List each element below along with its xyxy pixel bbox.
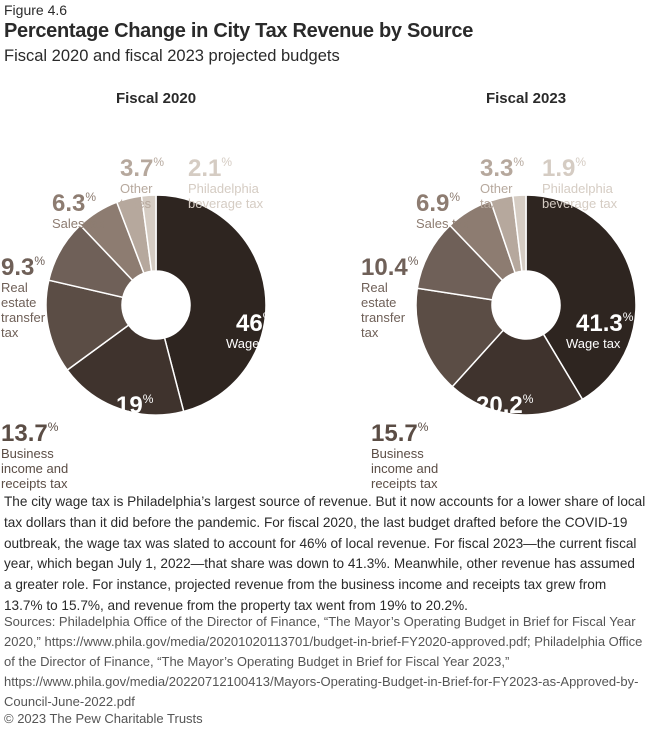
slice-label: 3.7% Other taxes — [120, 150, 170, 211]
sources: Sources: Philadelphia Office of the Dire… — [4, 614, 643, 709]
slice — [155, 194, 267, 413]
category-label: Sales tax — [52, 216, 106, 231]
body-text: The city wage tax is Philadelphia’s larg… — [4, 494, 646, 613]
slice-label: 15.7% Business income and receipts tax — [371, 415, 461, 491]
value-label: 46% — [236, 310, 274, 337]
category-label: Other taxes — [120, 181, 153, 211]
category-label: Wage tax — [226, 336, 281, 351]
slice — [512, 194, 527, 273]
category-label: Real estate transfer tax — [361, 280, 406, 340]
value-label: 10.4% — [361, 254, 419, 281]
value-label: 1.9% — [542, 155, 587, 182]
title: Percentage Change in City Tax Revenue by… — [4, 20, 474, 42]
slice-label: 1.9% Philadelphia beverage tax — [542, 150, 650, 211]
category-label: Real estate tax — [458, 418, 545, 433]
value-label: 13.7% — [1, 420, 59, 447]
value-label: 3.7% — [120, 155, 165, 182]
copyright: © 2023 The Pew Charitable Trusts — [4, 711, 203, 726]
subtitle: Fiscal 2020 and fiscal 2023 projected bu… — [4, 47, 340, 65]
slice — [415, 287, 505, 388]
slice — [66, 324, 185, 416]
slice — [525, 194, 637, 401]
category-label: Sales tax — [416, 216, 470, 231]
category-label: Business income and receipts tax — [1, 446, 69, 491]
slice-label: 19% Real estate tax — [98, 387, 185, 433]
value-label: 6.9% — [416, 190, 461, 217]
category-label: Other taxes — [480, 181, 513, 211]
slice-label: 10.4% Real estate transfer tax — [361, 249, 418, 340]
value-label: 2.1% — [188, 155, 233, 182]
value-label: 15.7% — [371, 420, 429, 447]
value-label: 3.3% — [480, 155, 525, 182]
value-label: 9.3% — [1, 254, 46, 281]
slice-label: 13.7% Business income and receipts tax — [1, 415, 91, 491]
slice-label: 41.3% Wage tax — [566, 305, 634, 351]
chart-title: Fiscal 2023 — [485, 90, 567, 107]
slice-label: 9.3% Real estate transfer tax — [1, 249, 51, 340]
slice — [140, 194, 157, 273]
category-label: Real estate transfer tax — [1, 280, 46, 340]
figure-label: Figure 4.6 — [4, 2, 68, 18]
value-label: 19% — [116, 392, 154, 419]
category-label: Real estate tax — [98, 418, 185, 433]
value-label: 41.3% — [576, 310, 634, 337]
category-label: Philadelphia beverage tax — [188, 181, 264, 211]
category-label: Business income and receipts tax — [371, 446, 439, 491]
slice-label: 46% Wage tax — [226, 305, 280, 351]
category-label: Philadelphia beverage tax — [542, 181, 618, 211]
value-label: 20.2% — [476, 392, 534, 419]
category-label: Wage tax — [566, 336, 621, 351]
slice-label: 3.3% Other taxes — [480, 150, 530, 211]
slice-label: 6.3% Sales tax — [52, 185, 132, 231]
chart-area — [45, 194, 637, 416]
value-label: 6.3% — [52, 190, 97, 217]
chart-title: Fiscal 2020 — [115, 90, 197, 107]
slice-label: 6.9% Sales tax — [416, 185, 496, 231]
slice-label: 2.1% Philadelphia beverage tax — [188, 150, 298, 211]
slice-label: 20.2% Real estate tax — [458, 387, 545, 433]
